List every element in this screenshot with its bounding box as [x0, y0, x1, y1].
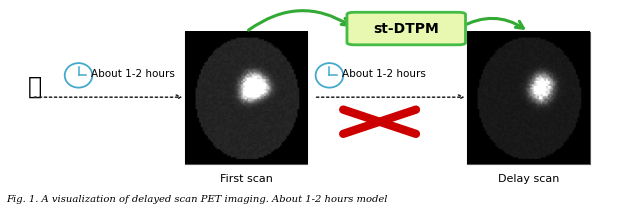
- Text: st-DTPM: st-DTPM: [373, 22, 439, 36]
- Text: First scan: First scan: [220, 173, 273, 184]
- FancyBboxPatch shape: [467, 32, 589, 164]
- FancyBboxPatch shape: [185, 32, 307, 164]
- FancyArrowPatch shape: [460, 18, 524, 28]
- Text: About 1-2 hours: About 1-2 hours: [91, 69, 175, 79]
- Text: 💉: 💉: [28, 74, 42, 98]
- FancyArrowPatch shape: [248, 11, 349, 30]
- Text: Fig. 1. A visualization of delayed scan PET imaging. About 1-2 hours model: Fig. 1. A visualization of delayed scan …: [6, 195, 388, 204]
- Text: Delay scan: Delay scan: [497, 173, 559, 184]
- FancyBboxPatch shape: [347, 12, 465, 45]
- Text: About 1-2 hours: About 1-2 hours: [342, 69, 426, 79]
